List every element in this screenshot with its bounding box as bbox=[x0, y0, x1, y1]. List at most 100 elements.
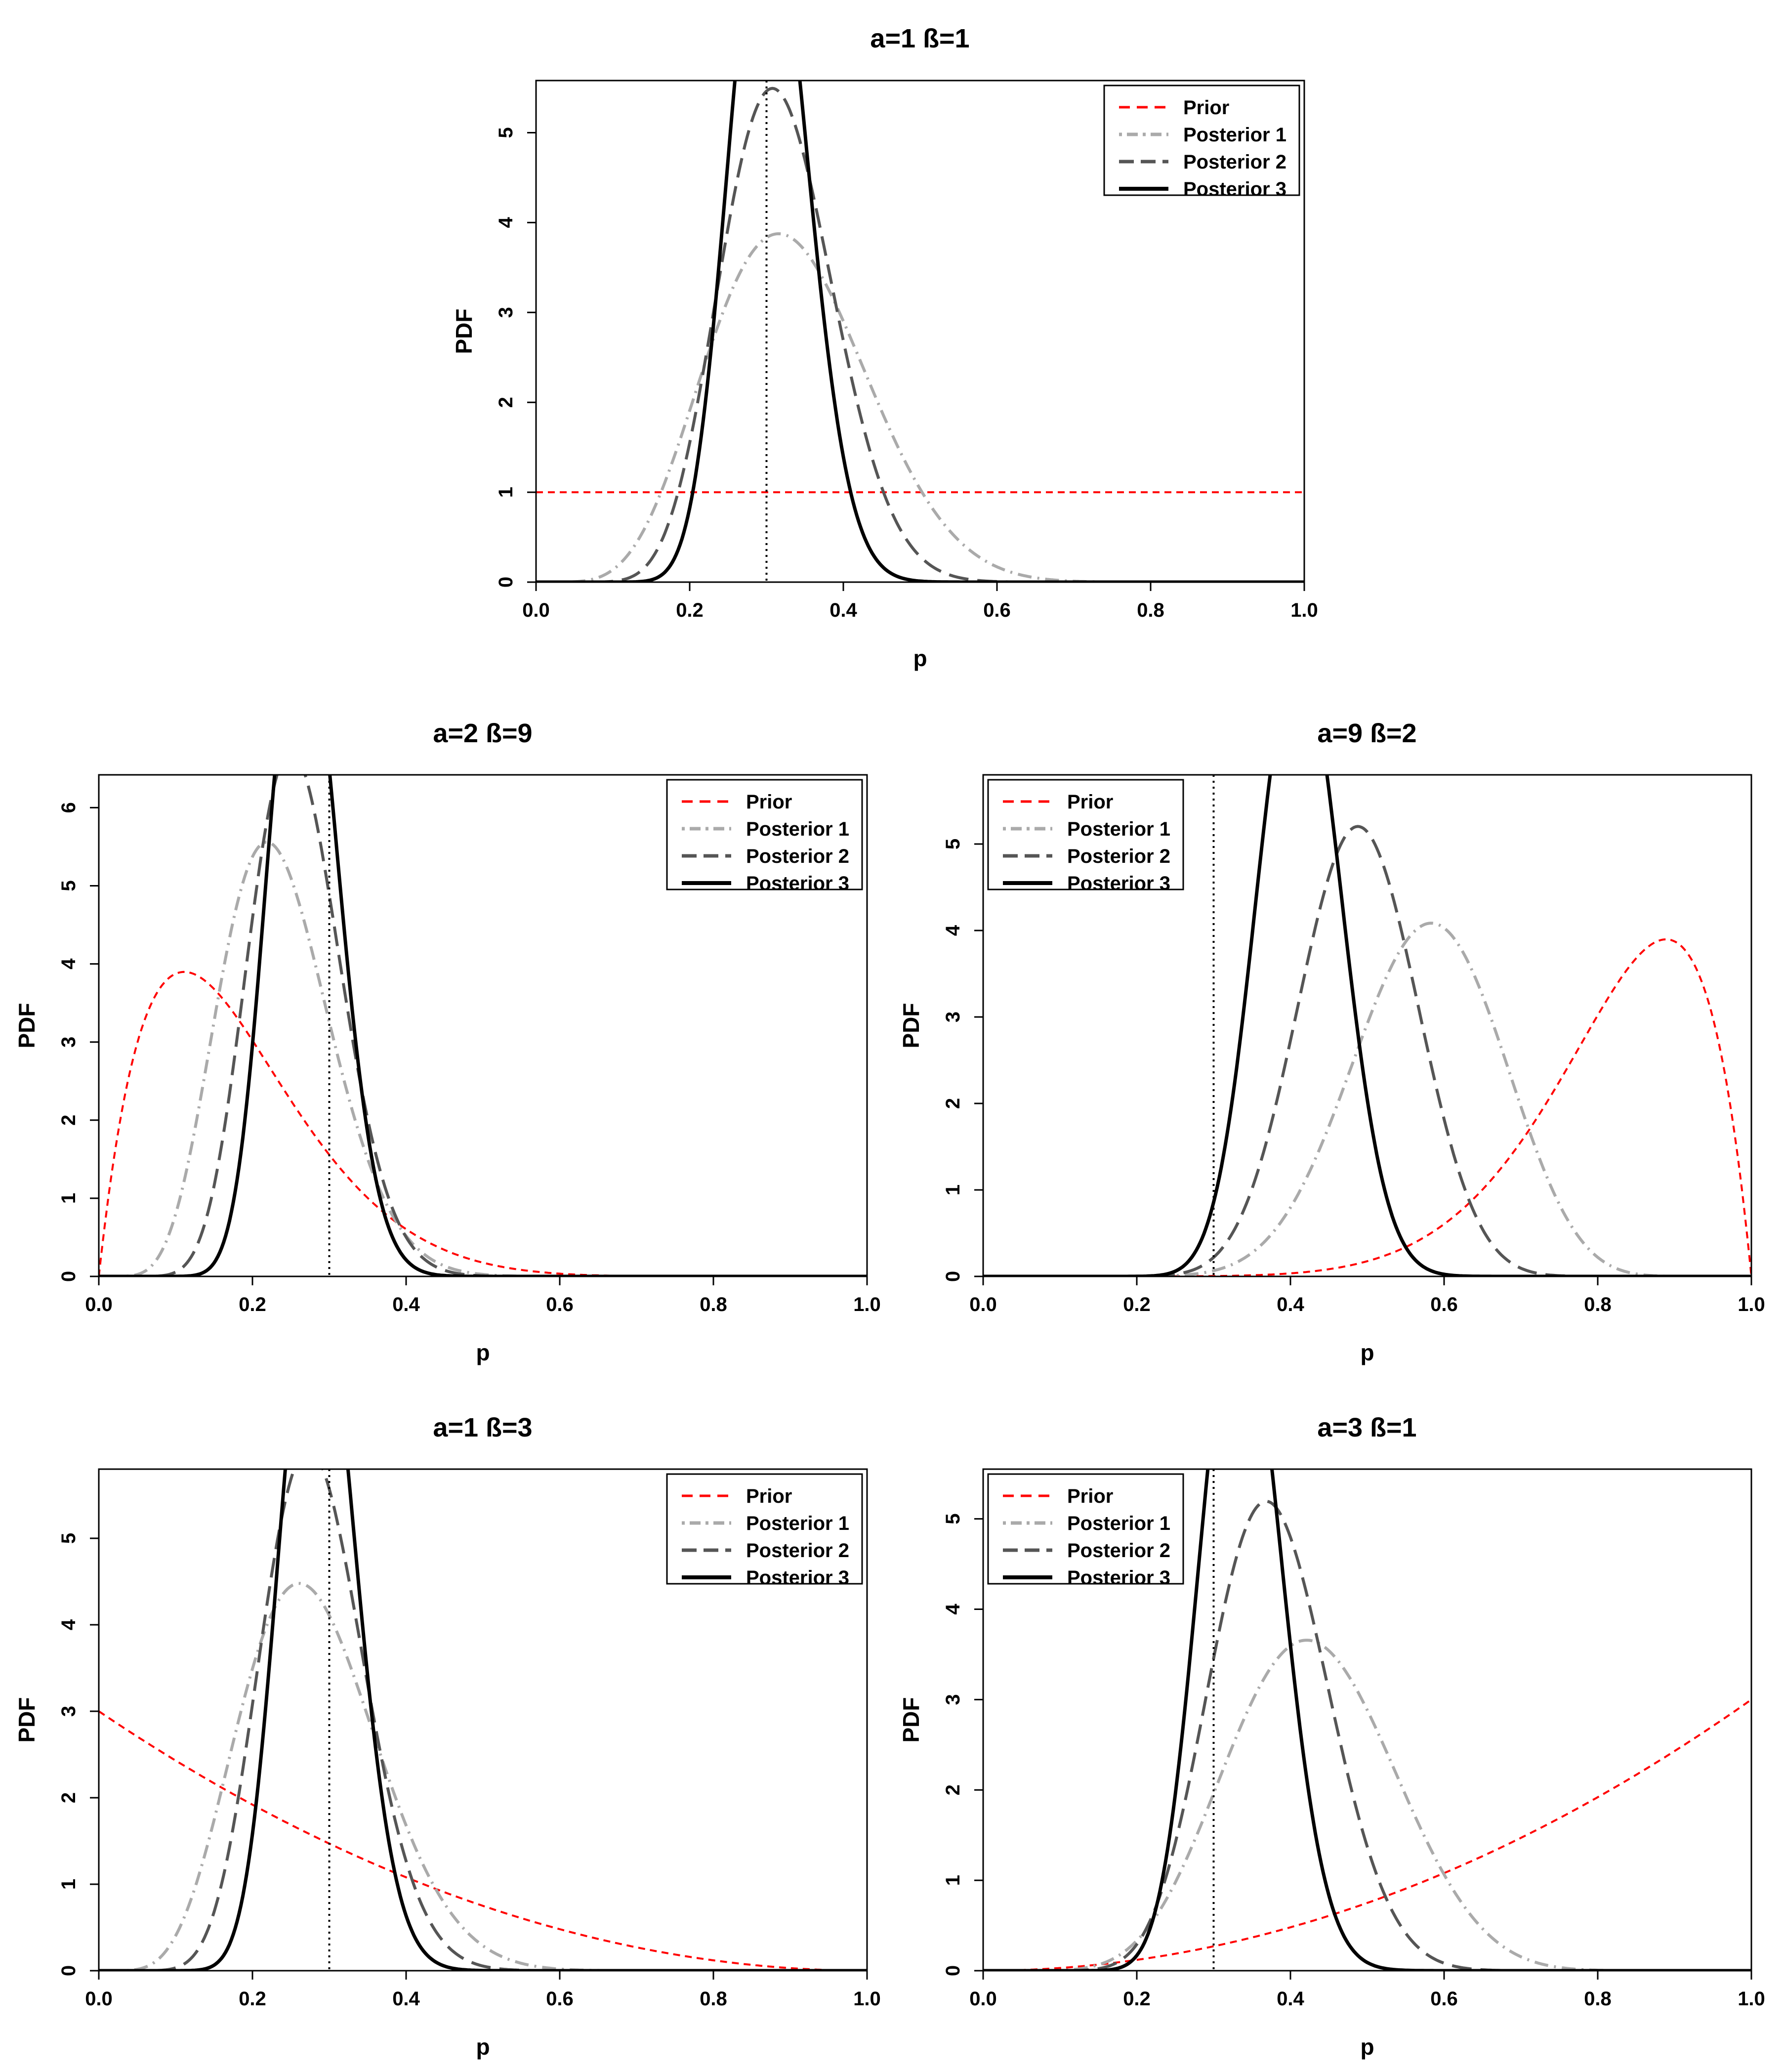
legend: Prior Posterior 1 Posterior 2 Posterior 3 bbox=[666, 1473, 863, 1589]
y-tick-label: 2 bbox=[58, 1115, 80, 1126]
legend-label-posterior3: Posterior 3 bbox=[1067, 1567, 1170, 1589]
x-tick-label: 1.0 bbox=[1738, 1988, 1765, 2010]
legend-label-posterior1: Posterior 1 bbox=[746, 1513, 849, 1534]
legend-label-posterior3: Posterior 3 bbox=[1183, 178, 1286, 200]
series-line-posterior2 bbox=[99, 1469, 867, 1971]
legend: Prior Posterior 1 Posterior 2 Posterior 3 bbox=[987, 779, 1184, 894]
x-tick-label: 0.0 bbox=[85, 1294, 113, 1315]
series-line-posterior2 bbox=[536, 86, 1304, 582]
plot-frame bbox=[535, 80, 1305, 583]
series-line-posterior1 bbox=[99, 1582, 867, 1971]
y-tick-label: 5 bbox=[58, 880, 80, 891]
x-tick-label: 0.6 bbox=[546, 1988, 574, 2010]
x-tick-label: 0.4 bbox=[1277, 1988, 1304, 2010]
legend-label-posterior1: Posterior 1 bbox=[746, 818, 849, 840]
series-line-posterior2 bbox=[983, 1499, 1751, 1971]
x-tick-label: 0.8 bbox=[1137, 599, 1164, 621]
x-tick-label: 0.6 bbox=[983, 599, 1011, 621]
series-line-posterior1 bbox=[99, 841, 867, 1276]
y-tick-label: 4 bbox=[58, 958, 80, 970]
y-tick-label: 0 bbox=[58, 1271, 80, 1282]
y-tick-label: 2 bbox=[58, 1792, 80, 1803]
legend-label-posterior2: Posterior 2 bbox=[1067, 1540, 1170, 1562]
chart-panel-2: a=2 ß=9 0.0 0.2 0.4 0.6 0.8 1.0 0 1 2 3 4 5 6 p PDF Prio… bbox=[14, 719, 881, 1365]
legend-box bbox=[987, 1473, 1184, 1585]
x-tick-label: 1.0 bbox=[853, 1988, 881, 2010]
x-tick-label: 0.8 bbox=[1584, 1988, 1612, 2010]
chart-panel-1: a=1 ß=1 0.0 0.2 0.4 0.6 0.8 1.0 0 1 2 3 4 5 p PDF Prior… bbox=[451, 24, 1318, 671]
y-tick-label: 2 bbox=[495, 397, 517, 408]
legend-label-posterior2: Posterior 2 bbox=[746, 846, 849, 867]
x-tick-label: 0.2 bbox=[239, 1294, 266, 1315]
legend-label-prior: Prior bbox=[746, 1485, 792, 1507]
chart-panel-4: a=1 ß=3 0.0 0.2 0.4 0.6 0.8 1.0 0 1 2 3 4 5 p PDF Prior… bbox=[14, 1413, 881, 2060]
x-tick-label: 1.0 bbox=[853, 1294, 881, 1315]
x-tick-label: 0.8 bbox=[700, 1294, 727, 1315]
y-tick-label: 1 bbox=[942, 1184, 964, 1195]
series-group bbox=[536, 81, 1304, 582]
y-axis-label: PDF bbox=[14, 1697, 40, 1743]
y-tick-label: 3 bbox=[942, 1012, 964, 1022]
series-line-prior bbox=[983, 1698, 1751, 1971]
legend-box bbox=[1103, 85, 1300, 196]
x-tick-label: 0.8 bbox=[700, 1988, 727, 2010]
series-line-posterior3 bbox=[99, 775, 867, 1276]
y-tick-label: 4 bbox=[942, 925, 964, 936]
chart-panel-5: a=3 ß=1 0.0 0.2 0.4 0.6 0.8 1.0 0 1 2 3 4 5 p PDF Prior… bbox=[898, 1413, 1765, 2060]
chart-title: a=2 ß=9 bbox=[433, 719, 532, 748]
legend: Prior Posterior 1 Posterior 2 Posterior 3 bbox=[987, 1473, 1184, 1589]
x-tick-label: 0.6 bbox=[1430, 1294, 1458, 1315]
series-line-posterior1 bbox=[536, 232, 1304, 582]
y-tick-label: 2 bbox=[942, 1784, 964, 1795]
x-tick-label: 0.6 bbox=[1430, 1988, 1458, 2010]
series-line-posterior3 bbox=[983, 775, 1751, 1276]
legend-box bbox=[666, 779, 863, 890]
y-tick-label: 2 bbox=[942, 1098, 964, 1109]
x-tick-label: 0.2 bbox=[1123, 1294, 1151, 1315]
y-tick-label: 0 bbox=[495, 577, 517, 588]
x-axis-label: p bbox=[476, 2034, 490, 2060]
x-tick-label: 0.6 bbox=[546, 1294, 574, 1315]
y-tick-label: 3 bbox=[942, 1694, 964, 1705]
series-line-prior bbox=[99, 1710, 867, 1971]
y-tick-label: 3 bbox=[58, 1706, 80, 1717]
legend-box bbox=[987, 779, 1184, 890]
y-axis-label: PDF bbox=[898, 1003, 924, 1049]
y-tick-label: 5 bbox=[58, 1533, 80, 1544]
legend-label-posterior1: Posterior 1 bbox=[1183, 124, 1286, 146]
y-tick-label: 5 bbox=[495, 127, 517, 138]
chart-title: a=1 ß=3 bbox=[433, 1413, 532, 1442]
x-tick-label: 0.2 bbox=[676, 599, 704, 621]
x-axis-label: p bbox=[1360, 2034, 1374, 2060]
series-line-posterior2 bbox=[983, 825, 1751, 1276]
x-tick-label: 0.4 bbox=[392, 1294, 420, 1315]
y-tick-label: 5 bbox=[942, 1513, 964, 1524]
y-tick-label: 1 bbox=[58, 1193, 80, 1204]
x-tick-label: 0.0 bbox=[969, 1294, 997, 1315]
y-tick-label: 1 bbox=[942, 1875, 964, 1886]
legend-label-posterior2: Posterior 2 bbox=[746, 1540, 849, 1562]
chart-panel-3: a=9 ß=2 0.0 0.2 0.4 0.6 0.8 1.0 0 1 2 3 4 5 p PDF Prior… bbox=[898, 719, 1765, 1365]
legend-label-posterior3: Posterior 3 bbox=[746, 1567, 849, 1589]
plot-frame bbox=[98, 774, 868, 1277]
x-tick-label: 0.4 bbox=[829, 599, 857, 621]
x-tick-label: 0.0 bbox=[85, 1988, 113, 2010]
y-axis-label: PDF bbox=[898, 1697, 924, 1743]
plot-frame bbox=[982, 1468, 1752, 1972]
legend-label-prior: Prior bbox=[746, 791, 792, 813]
series-group bbox=[983, 1469, 1751, 1971]
y-tick-label: 1 bbox=[495, 487, 517, 498]
chart-title: a=1 ß=1 bbox=[870, 24, 969, 53]
legend-label-posterior2: Posterior 2 bbox=[1067, 846, 1170, 867]
x-axis-label: p bbox=[1360, 1340, 1374, 1365]
legend-label-prior: Prior bbox=[1183, 97, 1229, 119]
legend-label-posterior3: Posterior 3 bbox=[746, 873, 849, 894]
series-line-posterior3 bbox=[536, 81, 1304, 582]
legend-label-posterior3: Posterior 3 bbox=[1067, 873, 1170, 894]
legend-box bbox=[666, 1473, 863, 1585]
y-tick-label: 0 bbox=[58, 1965, 80, 1976]
x-tick-label: 0.4 bbox=[392, 1988, 420, 2010]
plot-frame bbox=[982, 774, 1752, 1277]
legend-label-prior: Prior bbox=[1067, 1485, 1113, 1507]
